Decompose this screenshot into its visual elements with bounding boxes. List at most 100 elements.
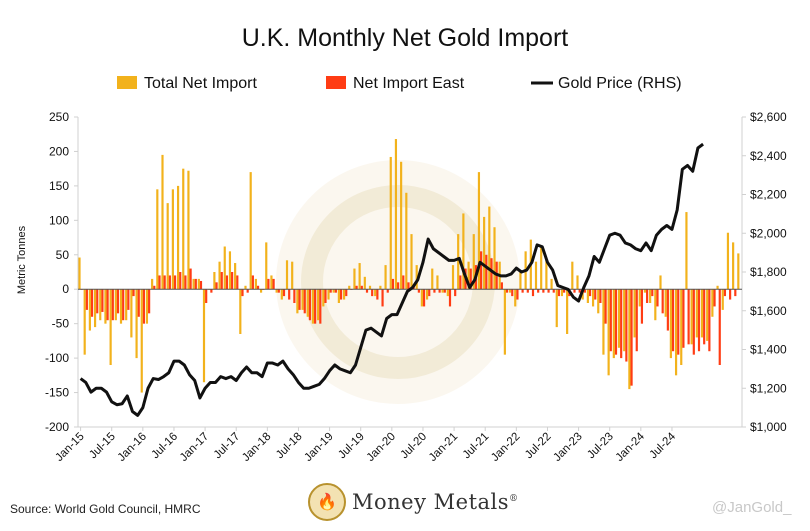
x-tick-label: Jul-17 [212, 431, 243, 462]
total-import-bar [571, 261, 574, 290]
left-tick-label: 200 [49, 144, 69, 158]
left-tick-label: 50 [56, 248, 70, 262]
east-import-bar [163, 275, 166, 290]
x-tick-label: Jul-20 [398, 431, 429, 462]
total-import-bar [591, 289, 595, 307]
y-axis-label: Metric Tonnes [16, 225, 28, 294]
left-tick-label: 0 [62, 282, 69, 296]
total-import-bar [332, 289, 335, 293]
x-tick-label: Jan-22 [489, 431, 522, 464]
total-import-bar [249, 172, 252, 290]
total-import-bar [228, 251, 232, 290]
right-tick-label: $1,200 [750, 381, 787, 395]
east-import-bar [90, 289, 94, 317]
east-import-bar [339, 289, 343, 300]
total-import-bar [400, 161, 403, 290]
east-import-bar [179, 272, 182, 290]
east-import-bar [708, 289, 711, 352]
total-import-bar [93, 289, 97, 328]
total-import-bar [125, 289, 128, 321]
total-import-bar [280, 289, 283, 300]
east-import-bar [111, 289, 114, 321]
legend-swatch-1 [117, 76, 137, 89]
total-import-bar [368, 285, 372, 290]
total-import-bar [472, 234, 475, 290]
total-import-bar [166, 203, 169, 290]
east-import-bar [656, 289, 659, 307]
total-import-bar [451, 265, 455, 290]
total-import-bar [612, 289, 615, 359]
east-import-bar [355, 285, 358, 290]
total-import-bar [353, 268, 356, 290]
east-import-bar [308, 289, 312, 321]
east-import-bar [96, 289, 99, 314]
east-import-bar [448, 289, 452, 307]
total-import-bar [659, 275, 662, 290]
right-tick-label: $2,400 [750, 149, 787, 163]
total-import-bar [104, 289, 107, 324]
total-import-bar [389, 156, 392, 290]
total-import-bar [545, 258, 548, 290]
east-import-bar [137, 289, 140, 317]
x-tick-label: Jan-20 [365, 431, 398, 464]
east-import-bar [646, 289, 649, 303]
total-import-bar [156, 189, 159, 290]
legend-label-2: Net Import East [353, 75, 465, 92]
total-import-bar [680, 289, 683, 365]
source-note: Source: World Gold Council, HMRC [10, 502, 201, 516]
east-import-bar [314, 289, 317, 324]
east-import-bar [537, 289, 540, 293]
total-import-bar [638, 289, 641, 307]
east-import-bar [640, 289, 644, 324]
total-import-bar [140, 289, 143, 393]
total-import-bar [363, 276, 366, 290]
east-import-bar [277, 289, 280, 293]
east-import-bar [231, 272, 234, 290]
x-tick-label: Jan-19 [302, 431, 335, 464]
east-import-bar [671, 289, 675, 352]
left-tick-label: 250 [49, 110, 69, 124]
east-import-bar [184, 275, 187, 290]
total-import-bar [83, 289, 86, 355]
total-import-bar [223, 246, 226, 290]
total-import-bar [270, 275, 273, 290]
east-import-bar [729, 289, 732, 300]
total-import-bar [379, 285, 382, 290]
total-import-bar [259, 289, 263, 293]
left-tick-label: -200 [45, 420, 69, 434]
east-import-bar [469, 268, 472, 290]
east-import-bar [625, 289, 628, 362]
east-import-bar [220, 272, 223, 290]
total-import-bar [202, 289, 206, 383]
total-import-bar [623, 289, 626, 352]
east-import-bar [303, 289, 306, 314]
east-import-bar [723, 289, 727, 297]
total-import-bar [291, 261, 294, 290]
total-import-bar [436, 275, 439, 290]
east-import-bar [371, 289, 374, 297]
right-tick-label: $2,600 [750, 110, 787, 124]
east-import-bar [594, 289, 597, 300]
east-import-bar [397, 282, 400, 290]
total-import-bar [467, 261, 470, 290]
east-import-bar [490, 258, 493, 290]
total-import-bar [628, 289, 631, 390]
x-tick-label: Jul-23 [585, 431, 616, 462]
total-import-bar [197, 278, 200, 290]
x-tick-label: Jul-21 [461, 431, 492, 462]
total-import-bar [145, 289, 149, 324]
total-import-bar [597, 289, 600, 314]
east-import-bar [381, 289, 384, 307]
east-import-bar [127, 289, 130, 310]
total-import-bar [711, 289, 714, 317]
east-import-bar [697, 289, 701, 352]
total-import-bar [135, 289, 138, 359]
total-import-bar [337, 289, 340, 303]
east-import-bar [210, 289, 213, 293]
total-import-bar [654, 289, 657, 321]
x-tick-label: Jul-22 [523, 431, 554, 462]
total-import-bar [540, 246, 543, 290]
total-import-bar [374, 289, 377, 297]
east-import-bar [531, 289, 535, 297]
total-import-bar [737, 253, 740, 290]
